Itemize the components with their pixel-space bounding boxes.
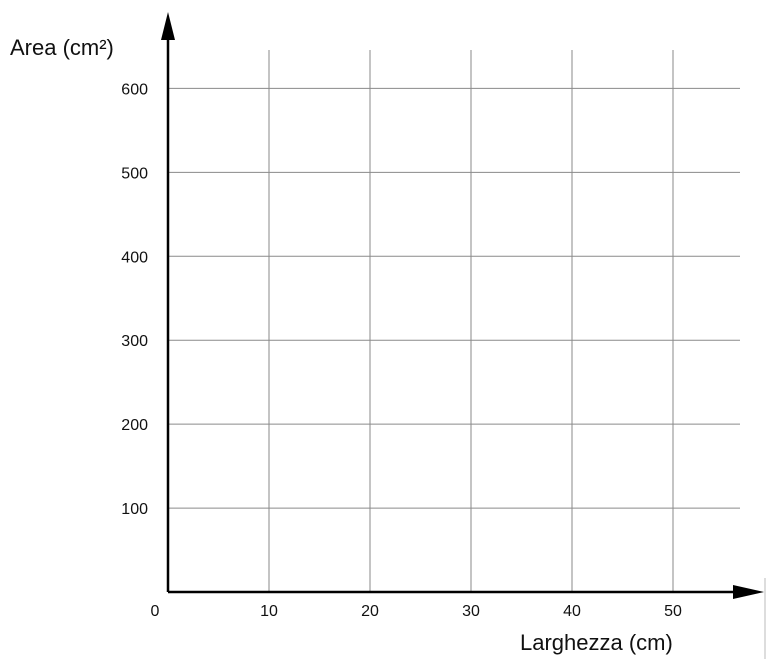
y-tick-label: 200	[121, 417, 148, 434]
x-tick-label: 30	[462, 603, 480, 620]
tick-labels: 10 20 30 40 50 100 200 300 400 500 600	[121, 81, 682, 620]
y-tick-label: 300	[121, 333, 148, 350]
x-tick-label: 10	[260, 603, 278, 620]
x-tick-label: 50	[664, 603, 682, 620]
x-axis-arrow	[733, 585, 764, 599]
y-axis-title: Area (cm²)	[10, 35, 114, 60]
x-axis-title: Larghezza (cm)	[520, 630, 673, 655]
y-tick-label: 600	[121, 81, 148, 98]
y-tick-label: 400	[121, 249, 148, 266]
y-tick-label: 500	[121, 165, 148, 182]
x-tick-label: 40	[563, 603, 581, 620]
y-axis-arrow	[161, 12, 175, 40]
x-tick-label: 20	[361, 603, 379, 620]
axes	[161, 12, 764, 599]
origin-label: 0	[151, 603, 160, 620]
y-tick-label: 100	[121, 501, 148, 518]
grid	[168, 50, 740, 592]
